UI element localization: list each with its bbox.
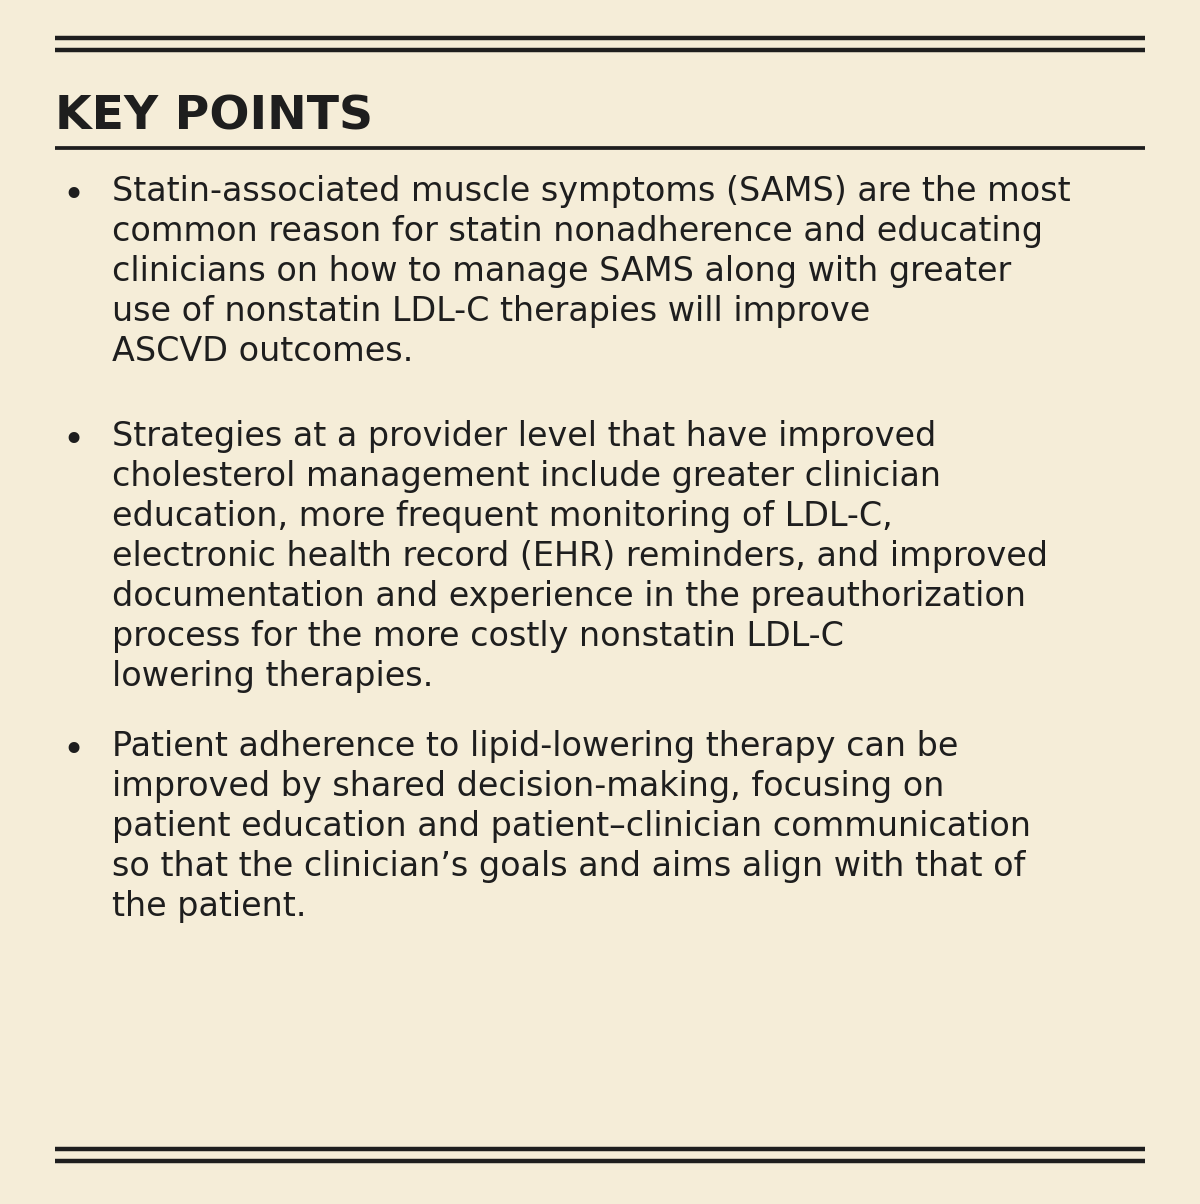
Text: •: • (62, 179, 84, 216)
Text: Statin-associated muscle symptoms (SAMS) are the most: Statin-associated muscle symptoms (SAMS)… (112, 175, 1070, 208)
Text: clinicians on how to manage SAMS along with greater: clinicians on how to manage SAMS along w… (112, 255, 1012, 288)
Text: so that the clinician’s goals and aims align with that of: so that the clinician’s goals and aims a… (112, 850, 1025, 883)
Text: the patient.: the patient. (112, 890, 306, 923)
Text: KEY POINTS: KEY POINTS (55, 95, 373, 140)
Text: •: • (62, 734, 84, 771)
Text: Patient adherence to lipid-lowering therapy can be: Patient adherence to lipid-lowering ther… (112, 730, 959, 763)
Text: •: • (62, 424, 84, 460)
Text: improved by shared decision-making, focusing on: improved by shared decision-making, focu… (112, 771, 944, 803)
Text: education, more frequent monitoring of LDL-C,: education, more frequent monitoring of L… (112, 500, 893, 533)
Text: electronic health record (EHR) reminders, and improved: electronic health record (EHR) reminders… (112, 541, 1048, 573)
Text: documentation and experience in the preauthorization: documentation and experience in the prea… (112, 580, 1026, 613)
Text: patient education and patient–clinician communication: patient education and patient–clinician … (112, 810, 1031, 843)
Text: process for the more costly nonstatin LDL-C: process for the more costly nonstatin LD… (112, 620, 844, 653)
Text: cholesterol management include greater clinician: cholesterol management include greater c… (112, 460, 941, 492)
Text: use of nonstatin LDL-C therapies will improve: use of nonstatin LDL-C therapies will im… (112, 295, 870, 327)
Text: common reason for statin nonadherence and educating: common reason for statin nonadherence an… (112, 216, 1043, 248)
Text: lowering therapies.: lowering therapies. (112, 660, 433, 694)
Text: Strategies at a provider level that have improved: Strategies at a provider level that have… (112, 420, 936, 453)
Text: ASCVD outcomes.: ASCVD outcomes. (112, 335, 413, 368)
